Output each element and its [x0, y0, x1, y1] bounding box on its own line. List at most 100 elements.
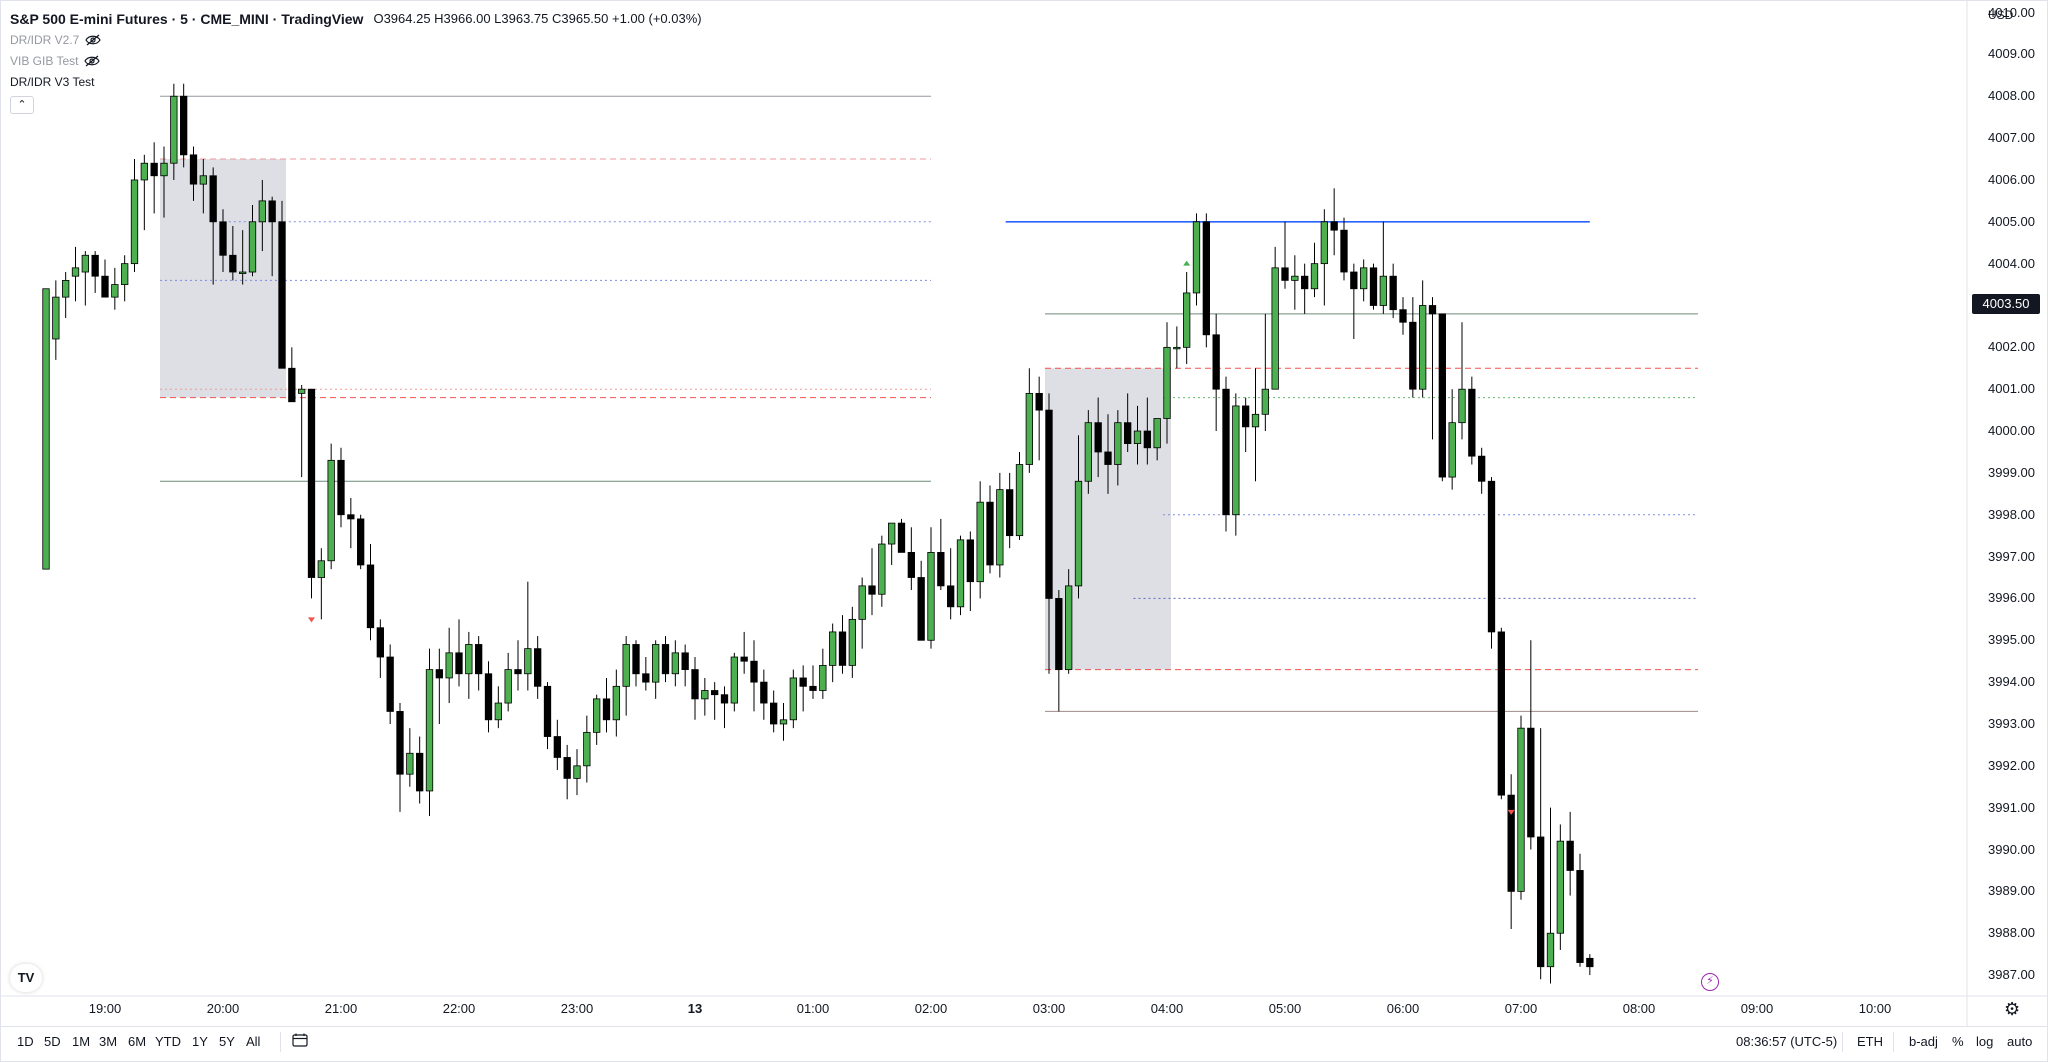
candle-body — [1330, 221, 1338, 231]
candle — [1458, 322, 1466, 440]
indicator-label-dr-idr-v3[interactable]: DR/IDR V3 Test — [10, 74, 95, 89]
auto-button[interactable]: auto — [2007, 1034, 2033, 1049]
candle-body — [1507, 794, 1515, 892]
candle-body — [1310, 263, 1319, 290]
eye-off-icon[interactable] — [85, 34, 102, 46]
range-button-3m[interactable]: 3M — [99, 1034, 118, 1049]
candle-body — [239, 271, 247, 274]
range-button-1y[interactable]: 1Y — [192, 1034, 208, 1049]
range-button-5y[interactable]: 5Y — [219, 1034, 235, 1049]
candle-body — [1409, 321, 1417, 390]
candle-body — [219, 221, 227, 256]
range-button-ytd[interactable]: YTD — [155, 1034, 181, 1049]
candle-body — [602, 698, 611, 721]
eye-off-icon[interactable] — [84, 55, 101, 67]
candle — [1114, 410, 1122, 486]
candle-body — [720, 694, 729, 704]
price-tick-label: 3988.00 — [1988, 925, 2035, 941]
candle-body — [71, 267, 80, 277]
candle — [612, 669, 620, 737]
candle-body — [652, 644, 660, 683]
candle-body — [711, 690, 719, 696]
range-button-6m[interactable]: 6M — [128, 1034, 147, 1049]
price-tick-label: 4001.00 — [1988, 381, 2035, 397]
candle — [101, 259, 109, 298]
candles — [42, 83, 1594, 984]
candle — [976, 481, 984, 599]
candle — [406, 728, 414, 787]
candle-body — [1035, 392, 1043, 411]
range-button-1d[interactable]: 1D — [17, 1034, 34, 1049]
symbol-title[interactable]: S&P 500 E-mini Futures · 5 · CME_MINI · … — [10, 10, 364, 27]
candle-body — [770, 702, 778, 725]
candle — [534, 636, 542, 699]
time-tick-label: 05:00 — [1268, 1001, 1302, 1016]
candle — [1340, 217, 1348, 281]
level-lines — [160, 95, 1698, 712]
candle-body — [258, 200, 266, 223]
clock-display[interactable]: 08:36:57 (UTC-5) — [1736, 1034, 1838, 1049]
indicator-label-dr-idr-v27[interactable]: DR/IDR V2.7 — [10, 32, 80, 47]
candle — [1222, 376, 1230, 532]
currency-label[interactable]: USD — [1988, 8, 2014, 22]
collapse-legend-button[interactable]: ⌃ — [10, 96, 34, 114]
candle — [1281, 221, 1289, 289]
candle — [937, 518, 945, 591]
candle — [307, 388, 316, 599]
candle-body — [868, 585, 876, 595]
candle — [130, 159, 139, 273]
candle — [848, 606, 856, 678]
lightning-icon[interactable]: ⚡ — [1701, 973, 1719, 991]
price-tick-label: 4007.00 — [1988, 130, 2035, 146]
candle — [189, 146, 198, 201]
candle — [42, 288, 50, 570]
candle-body — [475, 644, 483, 675]
price-tick-label: 4004.00 — [1988, 255, 2035, 271]
candle-body — [1320, 221, 1328, 265]
candle — [1232, 393, 1240, 536]
candle-body — [1566, 840, 1574, 871]
candle-body — [484, 673, 493, 721]
candle — [770, 690, 778, 733]
session-button[interactable]: ETH — [1857, 1034, 1883, 1049]
time-tick-label: 08:00 — [1622, 1001, 1656, 1016]
log-button[interactable]: log — [1976, 1034, 1994, 1049]
candle-body — [1163, 346, 1171, 419]
candle-body — [425, 669, 434, 792]
gear-icon[interactable]: ⚙ — [2004, 999, 2021, 1019]
candle-body — [170, 95, 178, 164]
candle — [1487, 477, 1496, 649]
candle-body — [927, 552, 935, 641]
candle-body — [593, 698, 601, 733]
backadjust-button[interactable]: b-adj — [1909, 1034, 1938, 1049]
time-tick-label: 19:00 — [88, 1001, 122, 1016]
range-button-1m[interactable]: 1M — [72, 1034, 91, 1049]
candle — [396, 703, 404, 812]
range-button-all[interactable]: All — [246, 1034, 261, 1049]
candle-body — [494, 702, 502, 721]
candle-body — [897, 522, 906, 553]
candle-body — [1360, 267, 1368, 290]
candle — [219, 209, 227, 273]
candle-body — [1556, 840, 1564, 934]
candle-body — [809, 685, 817, 691]
candle-body — [829, 631, 837, 666]
candle — [1025, 368, 1033, 473]
range-button-5d[interactable]: 5D — [44, 1034, 61, 1049]
calendar-icon[interactable] — [292, 1033, 308, 1047]
time-tick-label: 23:00 — [560, 1001, 594, 1016]
time-tick-label: 22:00 — [442, 1001, 476, 1016]
time-tick-label: 09:00 — [1740, 1001, 1774, 1016]
price-tick-label: 4000.00 — [1988, 423, 2035, 439]
candle — [829, 623, 837, 683]
candle-body — [779, 719, 788, 725]
candle-body — [1183, 292, 1191, 348]
percent-button[interactable]: % — [1952, 1034, 1964, 1049]
candle-body — [583, 731, 591, 767]
candle — [1409, 297, 1417, 398]
tradingview-logo-icon[interactable]: TV — [10, 964, 42, 992]
candle-body — [435, 669, 443, 679]
indicator-label-vib-gib[interactable]: VIB GIB Test — [10, 53, 79, 68]
candle — [435, 648, 443, 724]
